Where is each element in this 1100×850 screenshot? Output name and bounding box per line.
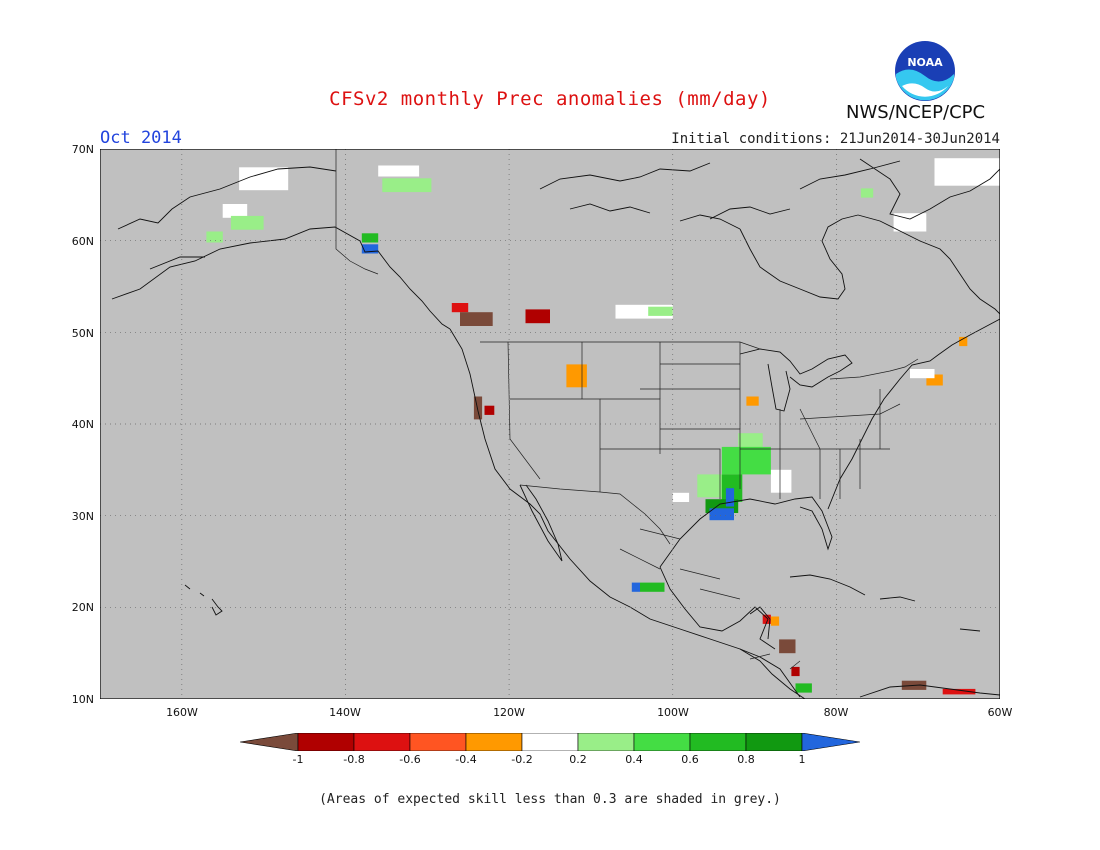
y-tick-30n: 30N bbox=[71, 510, 94, 523]
anomaly-cell bbox=[361, 244, 379, 254]
anomaly-cell bbox=[721, 446, 771, 475]
colorbar-label: -0.8 bbox=[343, 753, 365, 766]
colorbar-segment bbox=[297, 733, 355, 751]
anomaly-cell bbox=[484, 405, 495, 415]
anomaly-cell bbox=[910, 369, 935, 379]
x-tick-80w: 80W bbox=[823, 706, 849, 719]
y-tick-10n: 10N bbox=[71, 693, 94, 706]
anomaly-cell bbox=[746, 396, 759, 406]
colorbar-segment bbox=[633, 733, 691, 751]
anomaly-cell bbox=[239, 167, 289, 191]
svg-text:NOAA: NOAA bbox=[907, 56, 943, 69]
anomaly-cell bbox=[770, 616, 780, 626]
x-tick-120w: 120W bbox=[493, 706, 525, 719]
anomaly-cell bbox=[791, 666, 800, 677]
colorbar-right-arrow bbox=[801, 733, 860, 751]
anomaly-cell bbox=[934, 158, 1000, 186]
anomaly-cell bbox=[959, 336, 968, 347]
colorbar-label: -0.2 bbox=[511, 753, 533, 766]
anomaly-cell bbox=[762, 614, 771, 624]
colorbar-label: 1 bbox=[798, 753, 806, 766]
colorbar-segment bbox=[353, 733, 411, 751]
y-tick-70n: 70N bbox=[71, 143, 94, 156]
colorbar-label: 0.8 bbox=[737, 753, 755, 766]
y-tick-20n: 20N bbox=[71, 601, 94, 614]
anomaly-cell bbox=[230, 215, 264, 230]
colorbar-label: -1 bbox=[292, 753, 304, 766]
x-tick-100w: 100W bbox=[657, 706, 689, 719]
colorbar-segment bbox=[465, 733, 523, 751]
x-tick-60w: 60W bbox=[987, 706, 1013, 719]
organization-label: NWS/NCEP/CPC bbox=[846, 102, 986, 123]
colorbar-label: -0.4 bbox=[455, 753, 477, 766]
anomaly-cell bbox=[725, 488, 735, 507]
colorbar-segment bbox=[409, 733, 467, 751]
chart-title: CFSv2 monthly Prec anomalies (mm/day) bbox=[329, 88, 771, 110]
colorbar-label: 0.6 bbox=[681, 753, 699, 766]
anomaly-cell bbox=[795, 683, 812, 693]
anomaly-cell bbox=[770, 469, 792, 493]
anomaly-cell bbox=[460, 312, 493, 326]
anomaly-cell bbox=[206, 231, 223, 243]
anomaly-cell bbox=[473, 396, 483, 420]
anomaly-cell bbox=[566, 364, 587, 388]
anomaly-cell bbox=[709, 508, 734, 521]
forecast-month: Oct 2014 bbox=[100, 128, 182, 148]
anomaly-cell bbox=[451, 303, 469, 313]
anomaly-cell bbox=[893, 213, 927, 232]
colorbar bbox=[240, 733, 860, 751]
colorbar-label: -0.6 bbox=[399, 753, 421, 766]
anomaly-cell bbox=[942, 688, 976, 695]
anomaly-cell bbox=[222, 204, 248, 218]
anomaly-cell bbox=[926, 374, 943, 386]
anomaly-cell bbox=[525, 309, 550, 324]
colorbar-label: 0.2 bbox=[569, 753, 587, 766]
anomaly-cell bbox=[361, 233, 379, 243]
anomaly-cell bbox=[860, 188, 874, 198]
anomaly-cell bbox=[640, 582, 665, 592]
colorbar-segment bbox=[689, 733, 747, 751]
colorbar-left-arrow bbox=[240, 733, 299, 751]
graticule bbox=[100, 149, 1000, 699]
colorbar-label: 0.4 bbox=[625, 753, 643, 766]
colorbar-segment bbox=[521, 733, 579, 751]
y-tick-50n: 50N bbox=[71, 327, 94, 340]
y-tick-40n: 40N bbox=[71, 418, 94, 431]
anomaly-cell bbox=[378, 165, 420, 177]
anomaly-cell bbox=[382, 178, 432, 193]
anomaly-cell bbox=[648, 306, 673, 316]
colorbar-segment bbox=[577, 733, 635, 751]
y-tick-60n: 60N bbox=[71, 235, 94, 248]
colorbar-segment bbox=[745, 733, 803, 751]
precip-anomaly-map bbox=[100, 149, 1000, 699]
anomaly-cell bbox=[779, 639, 796, 654]
anomaly-cell bbox=[631, 582, 640, 592]
x-tick-160w: 160W bbox=[166, 706, 198, 719]
skill-footnote: (Areas of expected skill less than 0.3 a… bbox=[319, 792, 781, 807]
anomaly-cell bbox=[672, 492, 690, 502]
x-tick-140w: 140W bbox=[329, 706, 361, 719]
noaa-logo-icon: NOAA bbox=[895, 41, 955, 101]
initial-conditions: Initial conditions: 21Jun2014-30Jun2014 bbox=[671, 131, 1000, 147]
